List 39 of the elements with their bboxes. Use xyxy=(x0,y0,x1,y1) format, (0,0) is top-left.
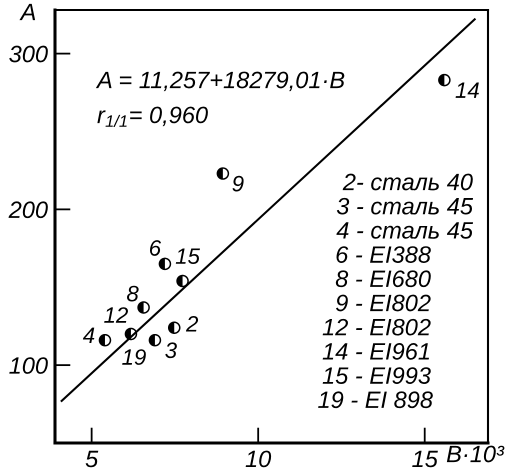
point xyxy=(137,301,150,314)
x-tick-label: 15 xyxy=(412,450,438,468)
annotation: r$_{1/1}$= 0,960 xyxy=(97,106,208,127)
point xyxy=(168,321,180,334)
annotation: 8 xyxy=(127,286,139,302)
point xyxy=(124,328,138,340)
y-tick-label: 100 xyxy=(9,357,48,374)
annotation: 12 xyxy=(104,307,128,323)
point xyxy=(158,258,172,270)
annotation: 2 xyxy=(186,316,198,332)
annotation: 4 xyxy=(82,328,94,343)
annotation: 15 - EI993 xyxy=(322,367,431,384)
x-axis-title: B·10³ xyxy=(446,446,504,462)
x-tick-label: 5 xyxy=(86,450,98,468)
annotation: 6 xyxy=(150,240,162,256)
annotation: 9 - EI802 xyxy=(336,294,431,312)
x-tick-label: 10 xyxy=(246,450,272,468)
annotation: A = 11,257+18279,01·B xyxy=(96,72,344,92)
y-axis-title: A xyxy=(19,4,36,20)
y-tick-label: 300 xyxy=(9,46,48,62)
annotation: 3 - сталь 45 xyxy=(336,198,474,215)
annotation: 19 - EI 898 xyxy=(318,391,433,408)
point xyxy=(98,334,112,346)
annotation: 12 - EI802 xyxy=(322,318,431,336)
point xyxy=(216,167,230,180)
point xyxy=(148,334,162,346)
annotation: 8 - EI680 xyxy=(336,270,431,288)
annotation: 9 xyxy=(232,176,244,192)
annotation: 3 xyxy=(165,342,177,358)
annotation: 19 xyxy=(122,349,146,365)
annotation: 2- сталь 40 xyxy=(342,174,473,190)
annotation: 14 - EI961 xyxy=(322,343,430,360)
point xyxy=(176,274,189,288)
annotation: 14 xyxy=(456,82,479,98)
annotation: 6 - EI388 xyxy=(336,246,431,263)
annotation: 4 - сталь 45 xyxy=(336,222,474,239)
y-tick-label: 200 xyxy=(8,201,48,218)
annotation: 15 xyxy=(176,248,200,264)
point xyxy=(438,74,451,86)
